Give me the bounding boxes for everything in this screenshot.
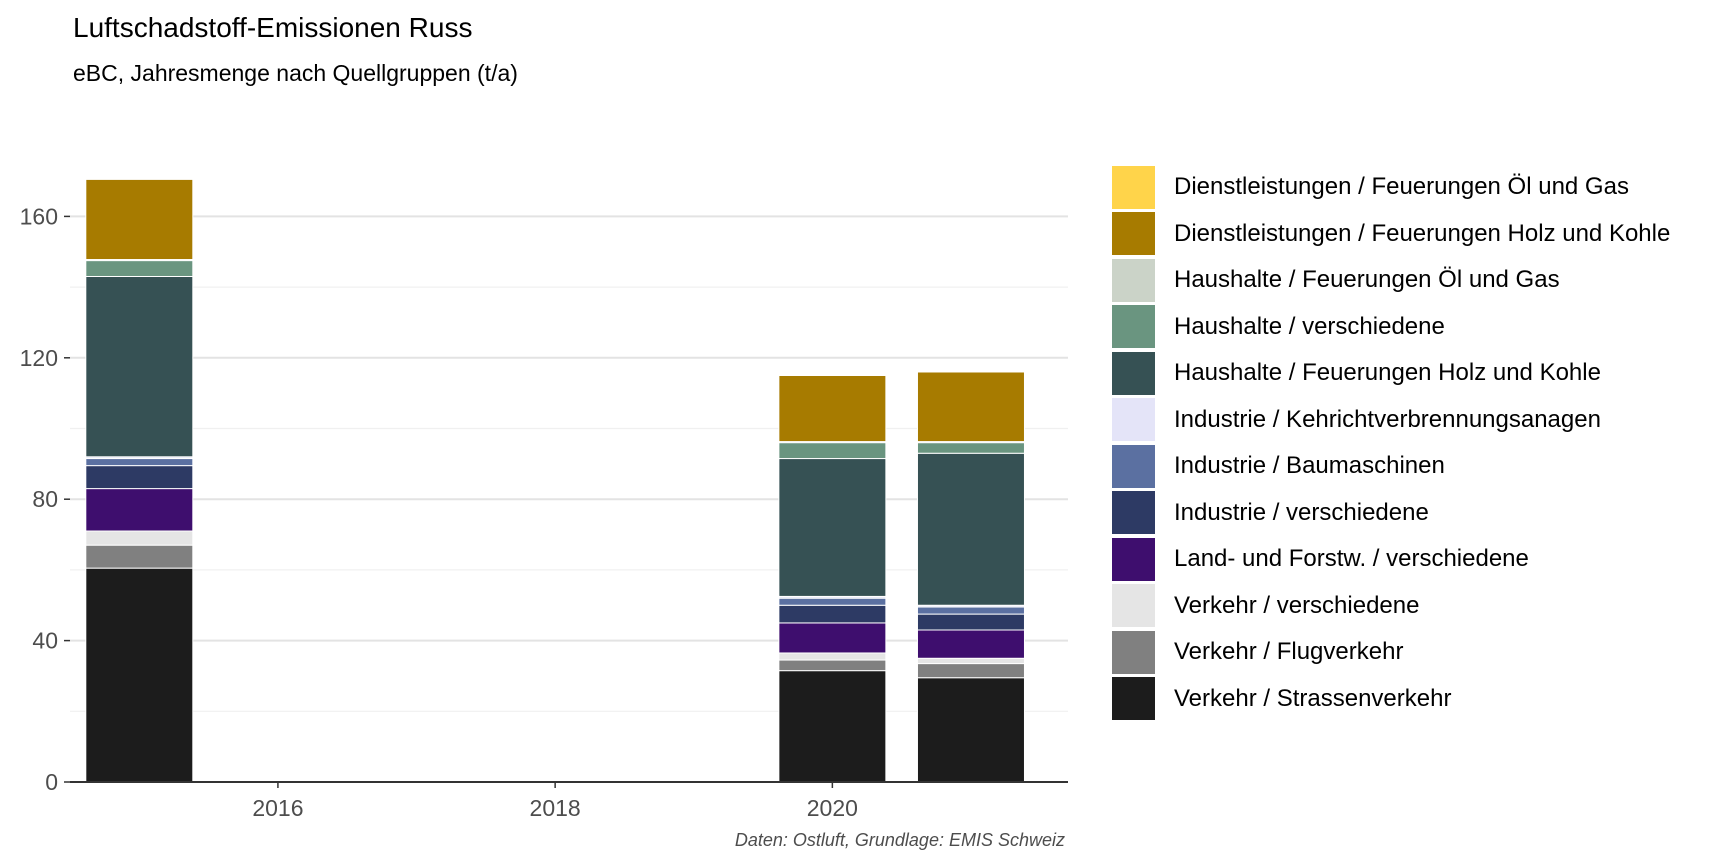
legend-key (1112, 491, 1155, 535)
bar-segment (916, 657, 1025, 665)
bar-segment (85, 275, 194, 458)
bar-segment (778, 374, 887, 443)
bar-chart: 0 40 80 120 160 2016 2018 2020 (20, 178, 1068, 820)
chart-title: Luftschadstoff-Emissionen Russ (73, 12, 473, 43)
legend-label: Dienstleistungen / Feuerungen Öl und Gas (1174, 173, 1629, 201)
legend-label: Haushalte / Feuerungen Öl und Gas (1174, 266, 1560, 294)
legend-item: Industrie / Kehrichtverbrennungsanagen (1112, 397, 1670, 444)
legend-item: Dienstleistungen / Feuerungen Holz und K… (1112, 211, 1670, 258)
bar-segment (778, 652, 887, 661)
legend-key (1112, 537, 1155, 581)
bar-segment (916, 629, 1025, 659)
y-tick-label: 80 (32, 486, 58, 512)
bar-segment (85, 465, 194, 490)
bar-segment (778, 442, 887, 460)
legend-label: Industrie / Baumaschinen (1174, 452, 1445, 480)
legend-label: Land- und Forstw. / verschiedene (1174, 545, 1529, 573)
legend-key (1112, 351, 1155, 395)
legend-key (1112, 584, 1155, 628)
legend-item: Dienstleistungen / Feuerungen Öl und Gas (1112, 164, 1670, 211)
bar-segment (916, 370, 1025, 373)
chart-subtitle: eBC, Jahresmenge nach Quellgruppen (t/a) (73, 60, 518, 86)
legend-item: Industrie / verschiedene (1112, 490, 1670, 537)
bar-segment (85, 567, 194, 783)
source-caption: Daten: Ostluft, Grundlage: EMIS Schweiz (734, 830, 1065, 850)
legend-item: Verkehr / Strassenverkehr (1112, 676, 1670, 723)
bar-segment (85, 178, 194, 180)
bar-segment (85, 260, 194, 277)
bar-segment (85, 544, 194, 569)
legend-label: Industrie / verschiedene (1174, 498, 1429, 526)
legend-item: Haushalte / Feuerungen Holz und Kohle (1112, 350, 1670, 397)
legend-label: Dienstleistungen / Feuerungen Holz und K… (1174, 219, 1671, 247)
bar-segment (85, 530, 194, 546)
x-tick-label: 2018 (530, 795, 581, 820)
legend-item: Verkehr / verschiedene (1112, 583, 1670, 630)
bar-segment (778, 622, 887, 654)
y-tick-label: 160 (20, 203, 58, 229)
legend-key (1112, 398, 1155, 442)
bar-segment (916, 613, 1025, 631)
x-tick-label: 2016 (252, 795, 303, 820)
legend: Dienstleistungen / Feuerungen Öl und Gas… (1112, 164, 1670, 722)
bar-segment (85, 178, 194, 261)
legend-key (1112, 212, 1155, 256)
legend-item: Land- und Forstw. / verschiedene (1112, 536, 1670, 583)
y-tick-label: 0 (45, 769, 58, 795)
legend-item: Haushalte / verschiedene (1112, 304, 1670, 351)
legend-key (1112, 305, 1155, 349)
bar-segment (916, 663, 1025, 679)
bar-segment (916, 677, 1025, 783)
bar-segment (778, 670, 887, 783)
x-tick-label: 2020 (807, 795, 858, 820)
bar-segment (85, 458, 194, 467)
legend-key (1112, 165, 1155, 209)
legend-label: Verkehr / Strassenverkehr (1174, 684, 1452, 712)
bar-segment (778, 659, 887, 672)
legend-label: Haushalte / verschiedene (1174, 312, 1445, 340)
bar-segment (778, 597, 887, 606)
legend-key (1112, 630, 1155, 674)
legend-item: Industrie / Baumaschinen (1112, 443, 1670, 490)
bar-segment (916, 606, 1025, 615)
y-tick-label: 40 (32, 628, 58, 654)
bar-segment (916, 371, 1025, 443)
legend-key (1112, 444, 1155, 488)
legend-key (1112, 677, 1155, 721)
y-tick-label: 120 (20, 345, 58, 371)
legend-item: Verkehr / Flugverkehr (1112, 629, 1670, 676)
bar-segment (85, 488, 194, 532)
legend-label: Verkehr / verschiedene (1174, 591, 1420, 619)
bar-segment (778, 374, 887, 376)
bar-segment (916, 452, 1025, 606)
legend-item: Haushalte / Feuerungen Öl und Gas (1112, 257, 1670, 304)
legend-label: Industrie / Kehrichtverbrennungsanagen (1174, 405, 1601, 433)
bar-segment (778, 604, 887, 624)
legend-label: Verkehr / Flugverkehr (1174, 638, 1404, 666)
legend-key (1112, 258, 1155, 302)
bar-segment (916, 442, 1025, 454)
bar-segment (778, 458, 887, 597)
legend-label: Haushalte / Feuerungen Holz und Kohle (1174, 359, 1601, 387)
